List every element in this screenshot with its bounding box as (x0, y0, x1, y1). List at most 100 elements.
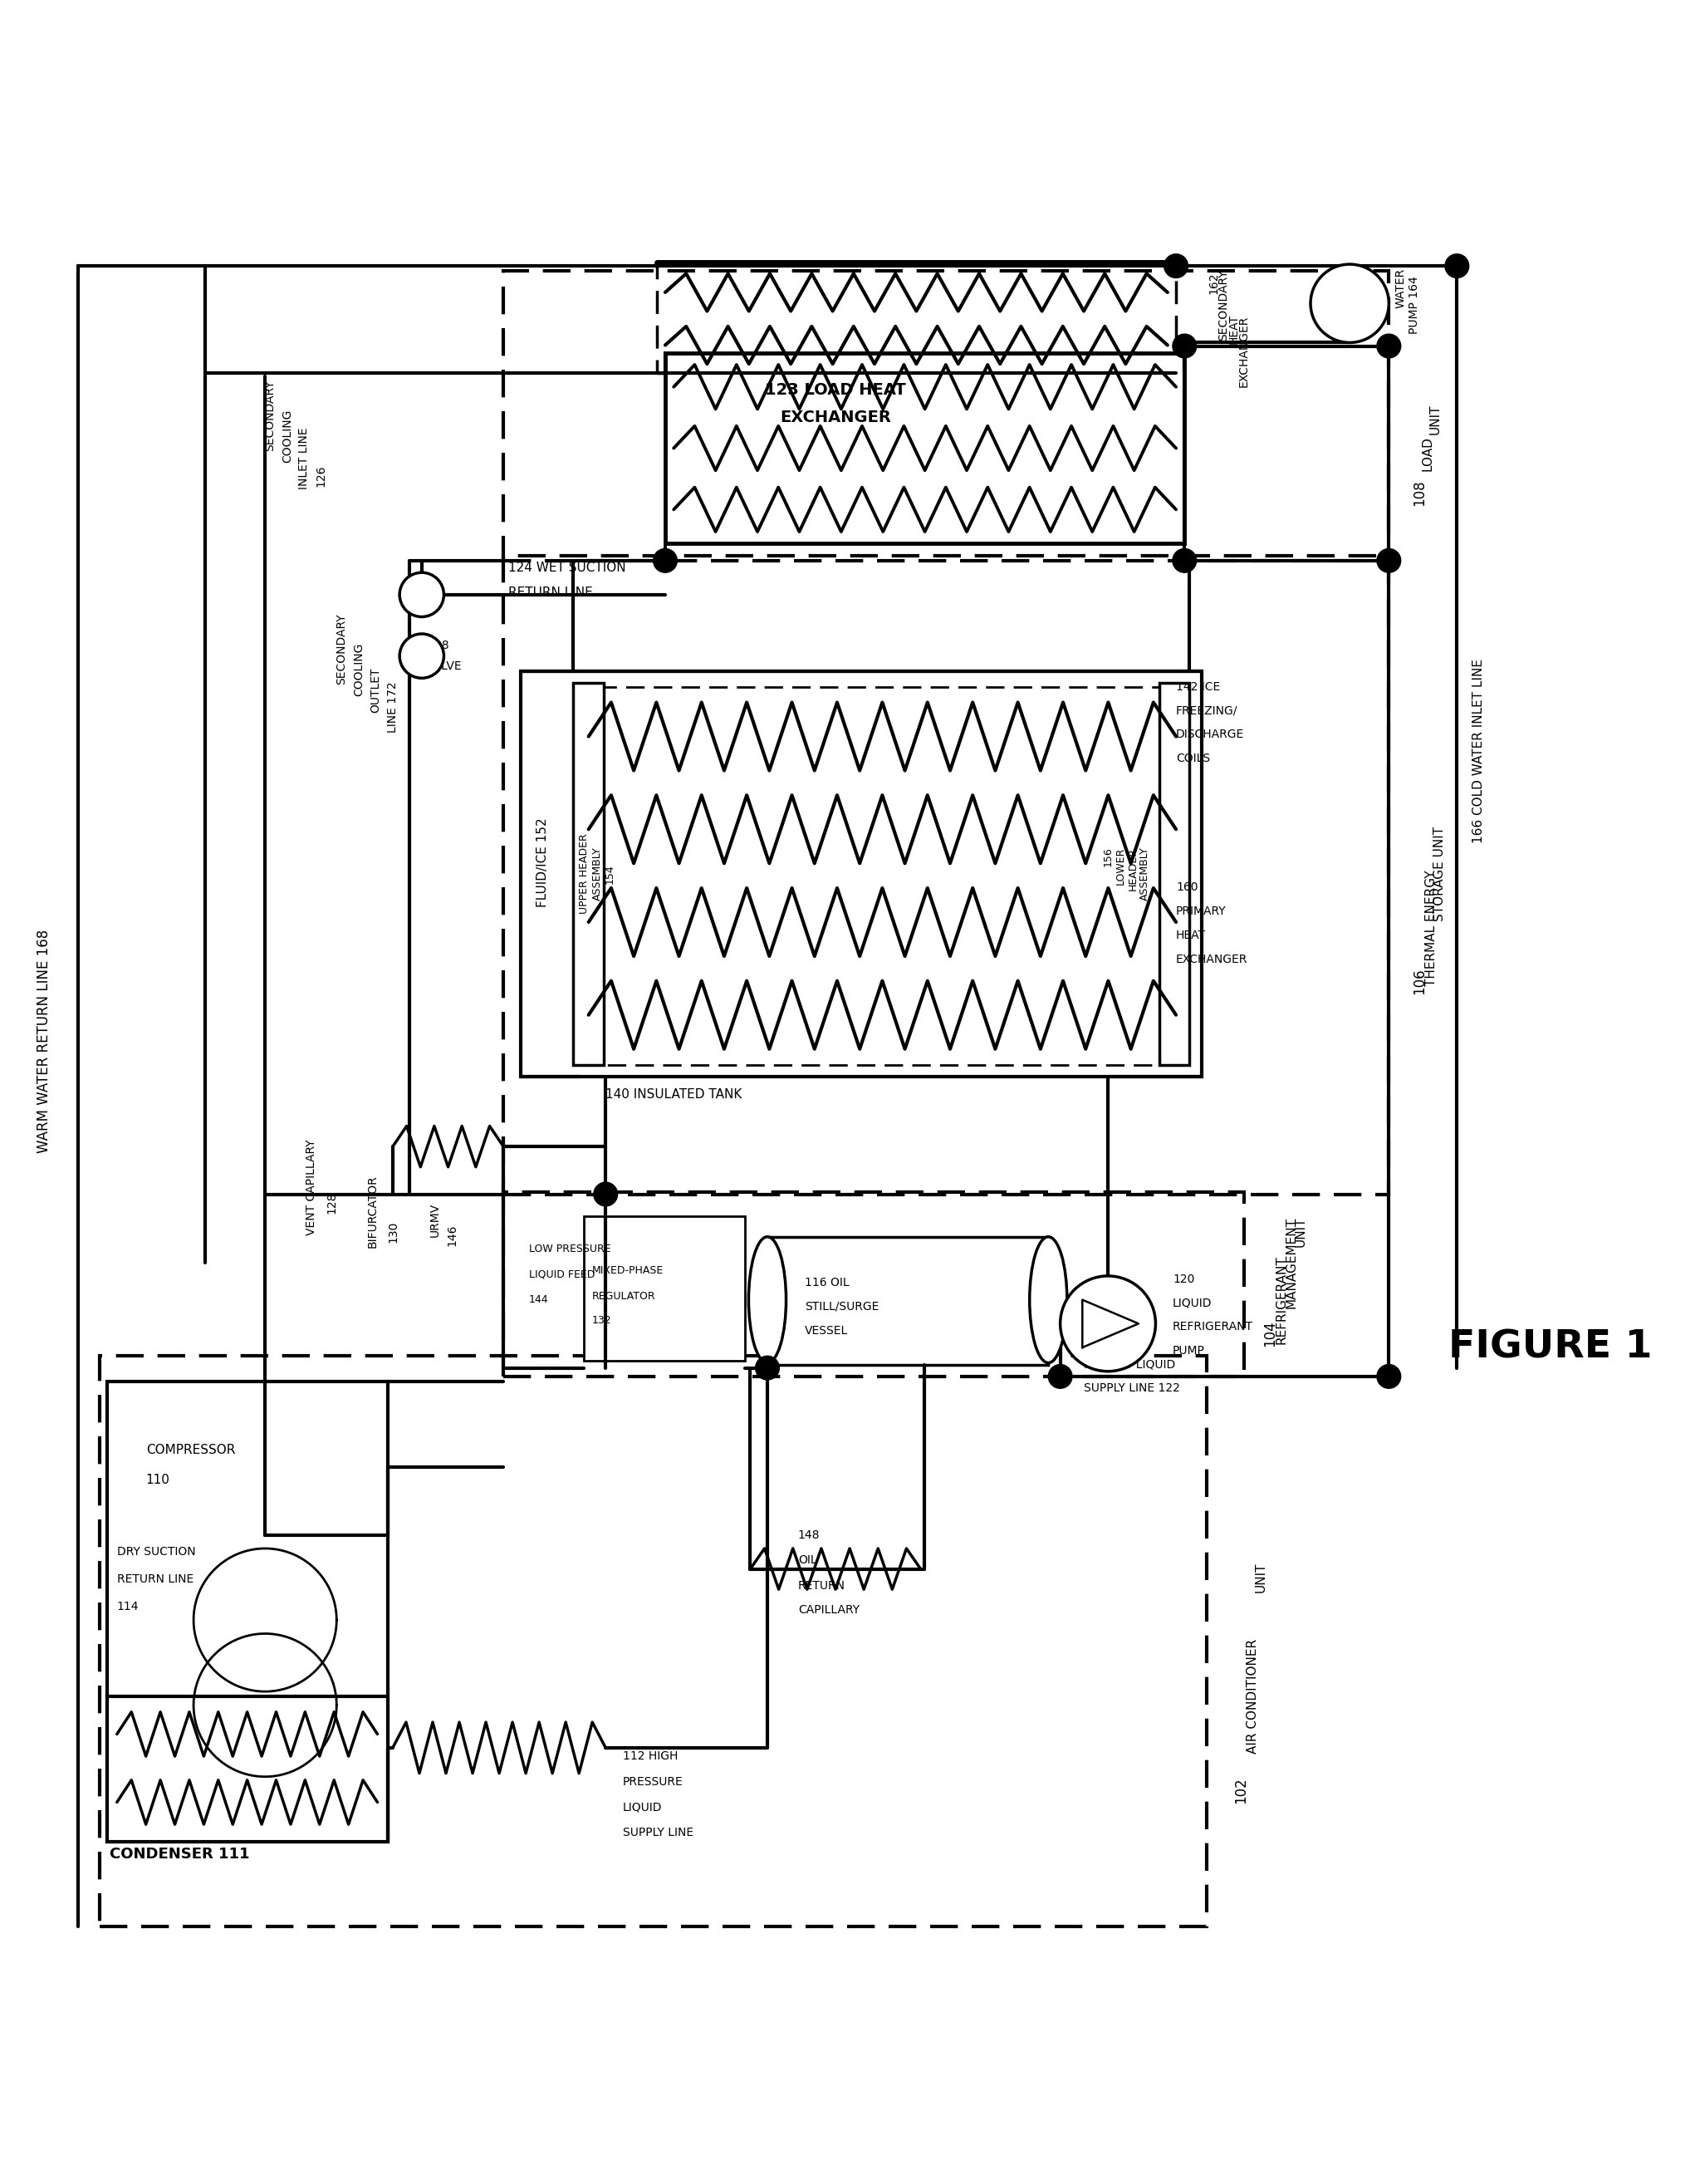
Text: COILS: COILS (1176, 751, 1211, 764)
Text: LIQUID: LIQUID (622, 1802, 662, 1813)
Bar (1159, 684, 1190, 1066)
Circle shape (1061, 1275, 1156, 1372)
Bar (583, 1216, 745, 1361)
Circle shape (593, 1182, 617, 1206)
Text: SECONDARY: SECONDARY (336, 614, 348, 686)
Text: WARM WATER RETURN LINE 168: WARM WATER RETURN LINE 168 (36, 928, 51, 1153)
Text: LINE 172: LINE 172 (387, 681, 399, 732)
Text: 188: 188 (426, 640, 448, 651)
Text: HEAT: HEAT (1176, 930, 1205, 941)
Bar (503, 271, 1390, 561)
Text: SECONDARY: SECONDARY (1217, 269, 1229, 341)
Bar (767, 1236, 1049, 1365)
Text: URMV: URMV (430, 1203, 442, 1236)
Text: LIQUID: LIQUID (1173, 1297, 1212, 1308)
Text: RETURN LINE: RETURN LINE (508, 587, 593, 598)
Ellipse shape (1030, 1236, 1067, 1363)
Ellipse shape (748, 1236, 786, 1363)
Text: 126: 126 (315, 465, 327, 487)
Circle shape (755, 1356, 779, 1380)
Text: REGULATOR: REGULATOR (592, 1291, 656, 1302)
Bar (101, 1356, 1207, 1926)
Text: 116 OIL: 116 OIL (805, 1278, 849, 1289)
Circle shape (1311, 264, 1390, 343)
Text: FREEZING/: FREEZING/ (1176, 705, 1238, 716)
Text: COMPRESSOR: COMPRESSOR (147, 1444, 235, 1457)
Circle shape (1378, 548, 1402, 572)
Bar (520, 670, 1202, 1077)
Text: LOW PRESSURE: LOW PRESSURE (529, 1243, 610, 1254)
Text: CONDENSER 111: CONDENSER 111 (109, 1845, 251, 1861)
Text: EXCHANGER: EXCHANGER (779, 411, 892, 426)
Text: 166 COLD WATER INLET LINE: 166 COLD WATER INLET LINE (1473, 660, 1485, 843)
Bar (107, 1697, 387, 1841)
Bar (503, 1192, 1245, 1376)
Text: MANAGEMENT: MANAGEMENT (1286, 1216, 1298, 1308)
Bar (665, 354, 1185, 544)
Text: FLUID/ICE 152: FLUID/ICE 152 (537, 817, 549, 906)
Bar (573, 684, 604, 1066)
Text: STILL/SURGE: STILL/SURGE (805, 1302, 880, 1313)
Text: AIR CONDITIONER: AIR CONDITIONER (1246, 1640, 1258, 1754)
Text: 108: 108 (1412, 478, 1427, 507)
Circle shape (1049, 1365, 1072, 1389)
Text: 160: 160 (1176, 882, 1199, 893)
Text: HEAT: HEAT (1228, 314, 1240, 343)
Text: 146: 146 (447, 1223, 459, 1247)
Text: VESSEL: VESSEL (805, 1326, 847, 1337)
Text: EXCHANGER: EXCHANGER (1238, 314, 1250, 387)
Text: UPPER HEADER
ASSEMBLY
154: UPPER HEADER ASSEMBLY 154 (580, 834, 616, 915)
Text: BIFURCATOR: BIFURCATOR (367, 1175, 379, 1247)
Text: COOLING: COOLING (281, 411, 293, 463)
Text: RETURN LINE: RETURN LINE (118, 1572, 194, 1586)
Text: 148: 148 (798, 1529, 820, 1540)
Bar (107, 1382, 387, 1841)
Text: EXCHANGER: EXCHANGER (1176, 954, 1248, 965)
Text: SUPPLY LINE: SUPPLY LINE (622, 1828, 694, 1839)
Text: UNIT: UNIT (1429, 404, 1441, 435)
Text: WATER: WATER (1395, 269, 1407, 308)
Bar (580, 686, 1185, 1066)
Text: REFRIGERANT: REFRIGERANT (1173, 1321, 1253, 1332)
Text: THERMAL ENERGY: THERMAL ENERGY (1425, 871, 1437, 987)
Text: 124 WET SUCTION: 124 WET SUCTION (508, 561, 626, 574)
Text: 106: 106 (1412, 968, 1427, 994)
Polygon shape (1083, 1299, 1139, 1348)
Text: 114: 114 (118, 1601, 138, 1612)
Text: 156
LOWER
HEADER
ASSEMBLY: 156 LOWER HEADER ASSEMBLY (1103, 847, 1151, 900)
Circle shape (1173, 548, 1197, 572)
Text: DISCHARGE: DISCHARGE (1176, 729, 1245, 740)
Text: 144: 144 (529, 1295, 549, 1306)
Text: UNIT: UNIT (1255, 1562, 1267, 1592)
Text: 128: 128 (326, 1192, 338, 1214)
Text: CAPILLARY: CAPILLARY (798, 1603, 859, 1616)
Text: INLET LINE: INLET LINE (298, 428, 310, 489)
Text: REFRIGERANT: REFRIGERANT (1275, 1256, 1287, 1343)
Text: 102: 102 (1233, 1778, 1248, 1804)
Circle shape (399, 572, 443, 616)
Text: 142 ICE: 142 ICE (1176, 681, 1221, 692)
Circle shape (1165, 253, 1188, 277)
Text: SUPPLY LINE 122: SUPPLY LINE 122 (1084, 1382, 1180, 1393)
Text: UNIT: UNIT (1294, 1216, 1306, 1247)
Text: PUMP 164: PUMP 164 (1408, 275, 1420, 334)
Text: 112 HIGH: 112 HIGH (622, 1749, 679, 1762)
Text: COOLING: COOLING (353, 642, 365, 697)
Text: OUTLET: OUTLET (370, 668, 382, 712)
Text: STORAGE UNIT: STORAGE UNIT (1434, 826, 1446, 922)
Circle shape (1173, 334, 1197, 358)
Text: 104: 104 (1262, 1321, 1277, 1348)
Circle shape (1378, 1365, 1402, 1389)
Circle shape (399, 633, 443, 677)
Text: 132: 132 (592, 1315, 612, 1326)
Text: 130: 130 (387, 1221, 399, 1243)
Text: PUMPED LIQUID: PUMPED LIQUID (1084, 1358, 1176, 1369)
Text: 162: 162 (1207, 273, 1219, 295)
Text: LOAD: LOAD (1422, 437, 1434, 472)
Circle shape (1378, 334, 1402, 358)
Text: 120: 120 (1173, 1273, 1195, 1284)
Text: PRIMARY: PRIMARY (1176, 906, 1226, 917)
Text: 110: 110 (147, 1474, 170, 1487)
Circle shape (653, 548, 677, 572)
Text: VALVE: VALVE (426, 660, 462, 673)
